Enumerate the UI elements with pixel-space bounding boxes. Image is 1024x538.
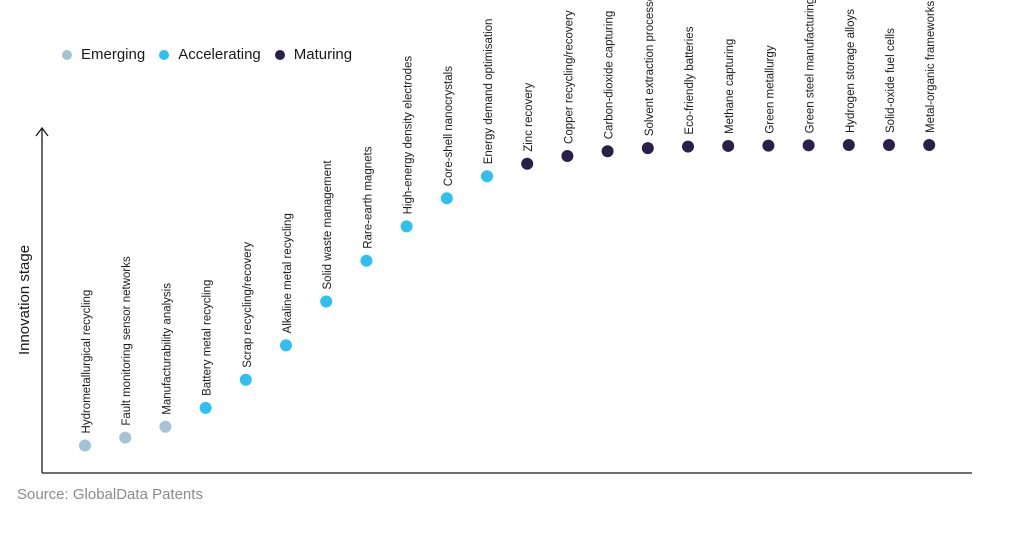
data-point — [842, 139, 855, 151]
data-point — [802, 139, 815, 152]
data-point — [199, 401, 212, 414]
data-point — [481, 170, 493, 183]
data-point — [239, 373, 252, 386]
legend-label-accelerating: Accelerating — [178, 46, 261, 63]
chart-axes: Innovation stage — [16, 126, 972, 474]
point-label: Battery metal recycling — [202, 280, 214, 396]
point-label: Carbon-dioxide capturing — [604, 11, 616, 140]
legend-marker-accelerating — [159, 49, 170, 60]
point-label: Green metallurgy — [764, 45, 776, 133]
data-point — [561, 149, 574, 162]
data-point — [280, 339, 292, 352]
y-axis-arrow-icon — [35, 126, 49, 137]
point-label: Scrap recycling/recovery — [242, 242, 254, 368]
legend-item-emerging[interactable]: Emerging — [62, 46, 145, 63]
legend-item-maturing[interactable]: Maturing — [274, 46, 353, 63]
y-axis-label: Innovation stage — [16, 245, 33, 355]
data-point — [601, 145, 614, 158]
point-label: Eco-friendly batteries — [684, 26, 696, 134]
legend: Emerging Accelerating Maturing — [62, 46, 366, 63]
point-label: Energy demand optimisation — [483, 19, 495, 165]
point-label: Manufacturability analysis — [161, 283, 173, 415]
point-label: Solid-oxide fuel cells — [885, 28, 897, 133]
data-point — [440, 192, 453, 205]
chart-points — [79, 139, 936, 452]
data-point — [119, 431, 132, 444]
point-label: High-energy density electrodes — [403, 56, 415, 215]
data-point — [883, 139, 895, 151]
legend-label-emerging: Emerging — [81, 46, 146, 63]
point-label: Core-shell nanocrystals — [443, 66, 455, 186]
point-label: Hydrometallurgical recycling — [81, 290, 93, 434]
point-label: Hydrogen storage alloys — [845, 9, 857, 133]
data-point — [722, 139, 735, 152]
legend-marker-maturing — [274, 49, 285, 60]
legend-label-maturing: Maturing — [293, 46, 353, 63]
point-label: Methane capturing — [724, 39, 736, 134]
point-label: Solvent extraction processes — [644, 0, 656, 136]
point-label: Metal-organic frameworks — [925, 0, 937, 133]
legend-item-accelerating[interactable]: Accelerating — [159, 46, 261, 63]
point-label: Alkaline metal recycling — [282, 213, 294, 333]
legend-marker-emerging — [62, 49, 72, 60]
data-point — [923, 139, 936, 151]
data-point — [159, 420, 172, 433]
point-label: Fault monitoring sensor networks — [121, 256, 133, 426]
data-point — [79, 439, 91, 452]
data-point — [400, 220, 413, 233]
data-point — [762, 139, 775, 152]
source-note: Source: GlobalData Patents — [17, 486, 203, 503]
data-point — [641, 142, 654, 155]
point-label: Zinc recovery — [523, 83, 535, 152]
point-label: Rare-earth magnets — [362, 146, 374, 249]
point-label: Green steel manufacturing — [805, 0, 817, 133]
data-point — [521, 157, 534, 170]
data-point — [682, 140, 694, 153]
data-point — [320, 295, 333, 308]
data-point — [360, 254, 373, 267]
chart-point-labels: Hydrometallurgical recycling Fault monito… — [81, 0, 937, 433]
point-label: Copper recycling/recovery — [563, 10, 575, 144]
point-label: Solid waste management — [322, 160, 334, 290]
